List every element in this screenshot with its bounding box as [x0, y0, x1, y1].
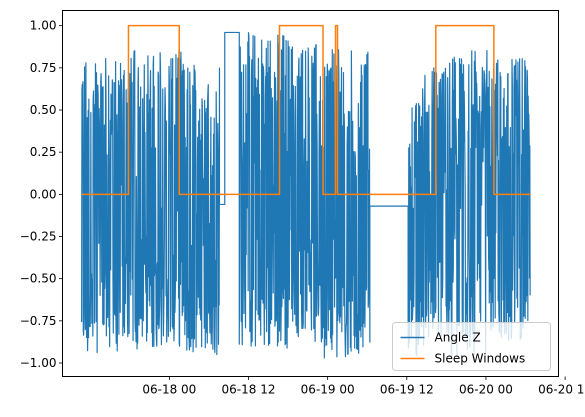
legend-label: Sleep Windows — [435, 352, 526, 366]
plot-frame — [62, 10, 559, 377]
legend: Angle Z Sleep Windows — [392, 322, 551, 371]
y-tick-label: −0.50 — [20, 272, 57, 286]
series-line — [81, 24, 531, 196]
x-tick-label: 06-20 12 — [538, 383, 585, 397]
y-tick-label: 0.75 — [30, 61, 57, 75]
x-axis: 06-18 00 06-18 12 06-19 00 06-19 12 06-20 00… — [142, 376, 585, 397]
y-tick-label: −0.25 — [20, 230, 57, 244]
y-tick-label: −1.00 — [20, 356, 57, 370]
y-axis: 1.00 0.75 0.50 0.25 0.00 −0.25 −0.50 −0.75 −1.00 — [20, 19, 63, 370]
series-sleep-windows — [81, 24, 531, 196]
legend-label: Angle Z — [435, 331, 481, 345]
x-tick-label: 06-18 12 — [222, 383, 276, 397]
y-tick-label: 0.50 — [30, 103, 57, 117]
legend-box — [392, 322, 551, 371]
x-tick-label: 06-18 00 — [142, 383, 196, 397]
y-tick-label: −0.75 — [20, 314, 57, 328]
x-tick-label: 06-19 00 — [301, 383, 355, 397]
y-tick-label: 1.00 — [30, 19, 57, 33]
y-tick-label: 0.25 — [30, 145, 57, 159]
x-tick-label: 06-20 00 — [459, 383, 513, 397]
series-line — [81, 31, 531, 359]
y-tick-label: 0.00 — [30, 187, 57, 201]
series-angle-z — [81, 31, 531, 359]
x-tick-label: 06-19 12 — [380, 383, 434, 397]
series-layer — [81, 24, 531, 359]
